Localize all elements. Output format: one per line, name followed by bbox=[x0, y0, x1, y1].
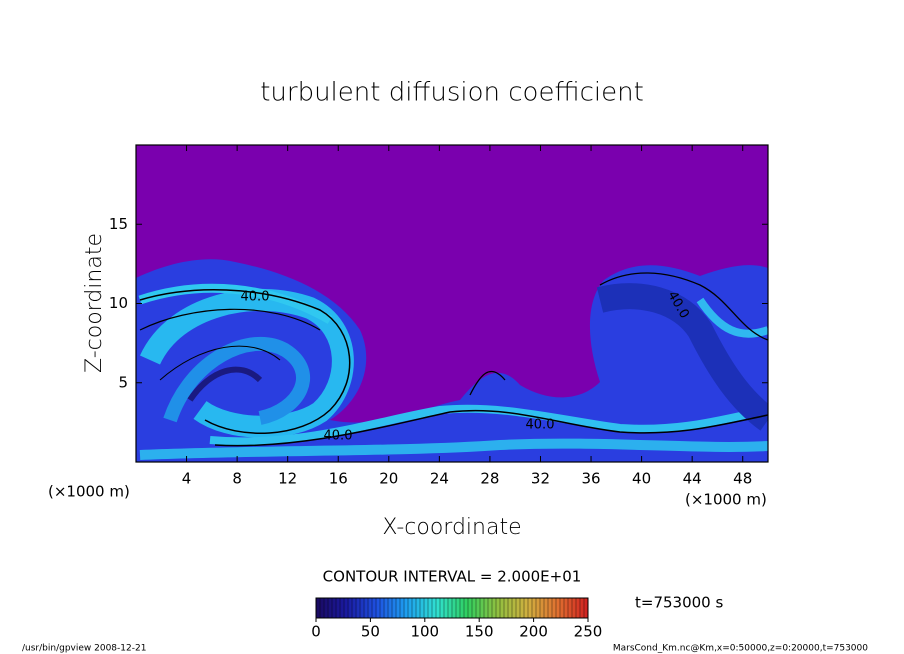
colorbar-tick-label: 250 bbox=[574, 623, 603, 641]
x-tick-label: 44 bbox=[683, 470, 702, 488]
x-tick-label: 40 bbox=[632, 470, 651, 488]
footer-right: MarsCond_Km.nc@Km,x=0:50000,z=0:20000,t=… bbox=[613, 644, 868, 654]
x-unit-label: (×1000 m) bbox=[685, 491, 767, 509]
x-tick-label: 48 bbox=[733, 470, 752, 488]
footer-left: /usr/bin/gpview 2008-12-21 bbox=[22, 644, 146, 654]
contour-label: 40.0 bbox=[241, 290, 270, 305]
y-tick-label: 5 bbox=[118, 373, 128, 391]
colorbar-tick-label: 200 bbox=[519, 623, 548, 641]
x-tick-label: 28 bbox=[480, 470, 499, 488]
colorbar-tick-label: 50 bbox=[361, 623, 380, 641]
x-tick-label: 24 bbox=[430, 470, 449, 488]
x-unit-label: (×1000 m) bbox=[48, 483, 130, 501]
y-tick-label: 10 bbox=[109, 294, 128, 312]
time-label: t=753000 s bbox=[635, 594, 723, 612]
x-tick-label: 20 bbox=[379, 470, 398, 488]
x-tick-label: 32 bbox=[531, 470, 550, 488]
contour-label: 40.0 bbox=[324, 429, 353, 444]
contour-label: 40.0 bbox=[526, 418, 555, 433]
x-tick-label: 8 bbox=[232, 470, 242, 488]
field bbox=[136, 145, 768, 462]
x-tick-label: 36 bbox=[581, 470, 600, 488]
x-axis-label: X-coordinate bbox=[382, 515, 521, 540]
y-axis-label: Z-coordinate bbox=[82, 233, 107, 373]
y-tick-label: 15 bbox=[109, 215, 128, 233]
colorbar-tick-label: 150 bbox=[465, 623, 494, 641]
colorbar-tick-label: 0 bbox=[311, 623, 321, 641]
contour-interval: CONTOUR INTERVAL = 2.000E+01 bbox=[323, 568, 582, 586]
x-tick-label: 4 bbox=[182, 470, 192, 488]
colorbar-tick-label: 100 bbox=[410, 623, 439, 641]
chart-title: turbulent diffusion coefficient bbox=[260, 78, 644, 108]
x-tick-label: 16 bbox=[329, 470, 348, 488]
x-tick-label: 12 bbox=[278, 470, 297, 488]
